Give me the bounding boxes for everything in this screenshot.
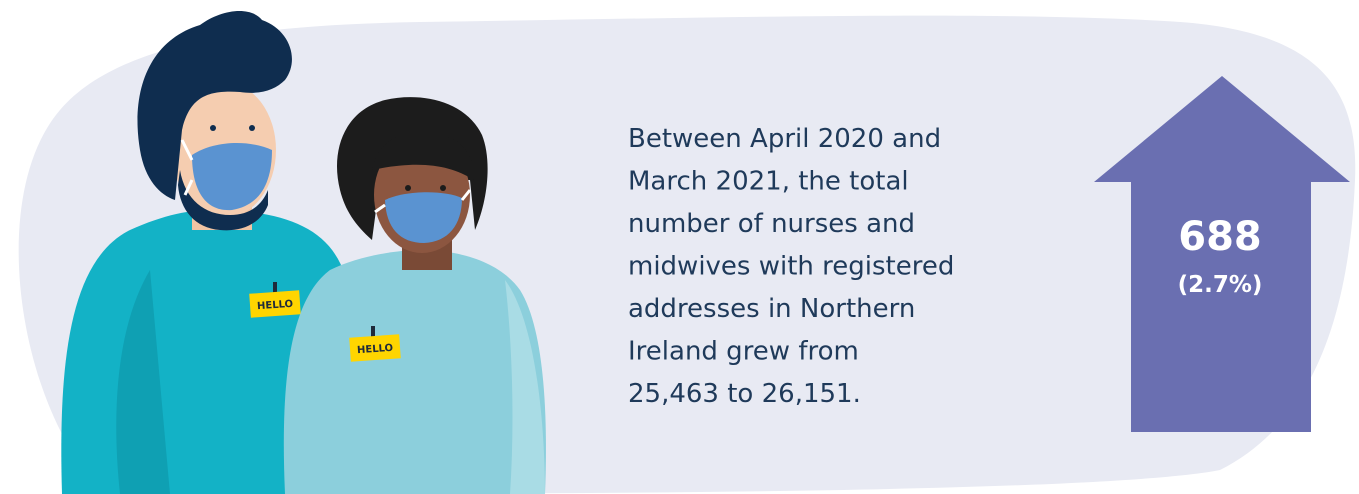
paragraph-line: addresses in Northern: [628, 294, 915, 324]
paragraph-line: midwives with registered: [628, 252, 954, 282]
woman-eye: [405, 185, 411, 191]
paragraph-line: Between April 2020 and: [628, 124, 941, 154]
man-eye: [249, 125, 255, 131]
page: HELLO HELLO Between April 2020 andMarch …: [0, 0, 1359, 494]
man-eye: [210, 125, 216, 131]
arrow-value: 688: [1178, 214, 1262, 260]
infographic: HELLO HELLO Between April 2020 andMarch …: [0, 0, 1359, 494]
paragraph-line: March 2021, the total: [628, 167, 909, 197]
paragraph-line: number of nurses and: [628, 209, 915, 239]
paragraph-line: 25,463 to 26,151.: [628, 379, 861, 409]
arrow-percent: (2.7%): [1178, 272, 1263, 298]
woman-eye: [440, 185, 446, 191]
paragraph-line: Ireland grew from: [628, 337, 859, 367]
